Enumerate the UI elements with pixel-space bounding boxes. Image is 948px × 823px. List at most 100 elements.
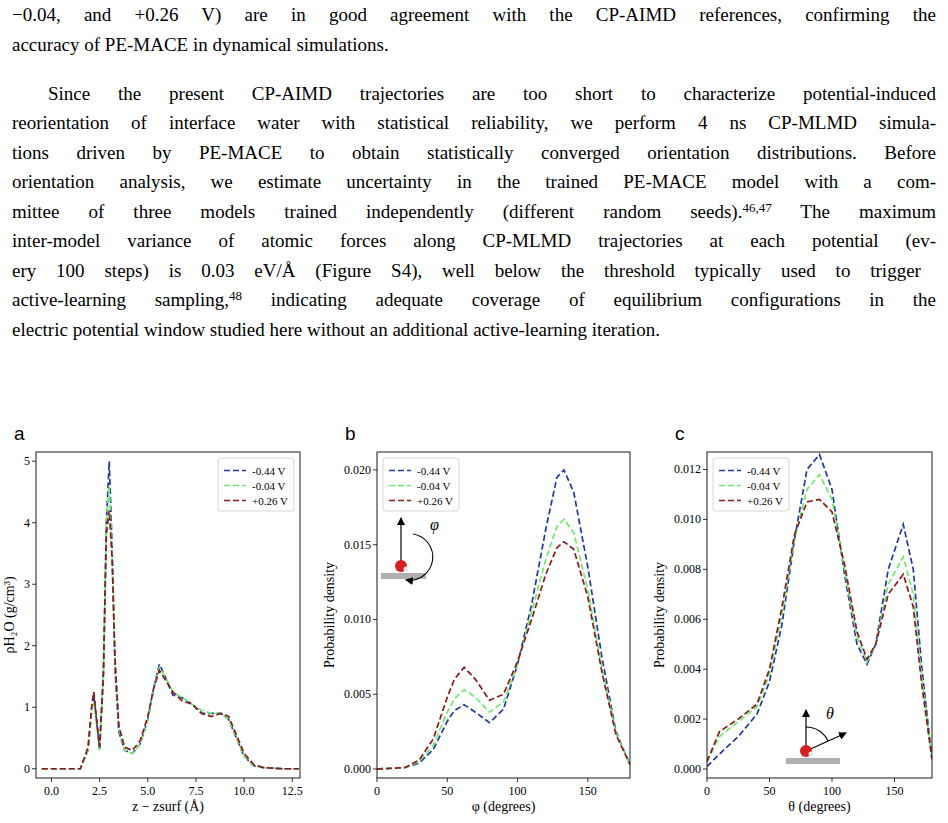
y-tick [32, 461, 36, 462]
arrow [805, 710, 806, 751]
angle-arc [806, 727, 828, 741]
y-tick-label: 1 [24, 700, 30, 714]
legend-swatch [389, 500, 411, 502]
y-tick-label: 0 [24, 762, 30, 776]
y-tick [373, 694, 377, 695]
series-line [707, 474, 932, 761]
y-tick-label: 5 [24, 454, 30, 468]
plot-area [377, 470, 630, 769]
line-content: orientation analysis, we estimate uncert… [12, 171, 936, 192]
y-tick [32, 768, 36, 769]
legend-label: -0.04 V [252, 480, 285, 492]
plot-area [707, 455, 932, 767]
text-line: reorientation of interface water with st… [12, 108, 936, 138]
y-tick-label: 0.004 [674, 662, 701, 676]
x-axis-label: φ (degrees) [472, 799, 536, 815]
x-tick-label: 150 [886, 784, 904, 798]
line-content: Since the present CP-AIMD trajectories a… [48, 83, 936, 104]
text-run: ery 100 steps) is 0.03 eV/Å (Figure S4),… [12, 260, 921, 281]
text-run: mittee of three models trained independe… [12, 201, 742, 222]
y-tick [703, 619, 707, 620]
line-content: −0.04, and +0.26 V) are in good agreemen… [12, 4, 936, 25]
text-run: Since the present CP-AIMD trajectories a… [48, 83, 936, 104]
y-tick [703, 469, 707, 470]
legend-box [218, 458, 294, 511]
text-run: orientation analysis, we estimate uncert… [12, 171, 936, 192]
panel-letter: a [14, 423, 25, 444]
x-tick-label: 50 [441, 784, 453, 798]
x-tick [292, 778, 293, 782]
x-tick-label: 0.0 [44, 784, 59, 798]
legend-label: +0.26 V [417, 495, 453, 507]
x-tick [51, 778, 52, 782]
x-tick [244, 778, 245, 782]
y-tick [703, 519, 707, 520]
series-line [377, 542, 630, 769]
y-tick-label: 0.005 [344, 687, 371, 701]
x-axis-label: θ (degrees) [788, 799, 851, 815]
panel: b0501001500.0000.0050.0100.0150.020φ (de… [322, 423, 630, 815]
y-tick-label: 0.002 [674, 712, 701, 726]
legend-swatch [224, 470, 246, 472]
line-content: tions driven by PE-MACE to obtain statis… [12, 142, 936, 163]
x-tick-label: 10.0 [234, 784, 255, 798]
text-run: electric potential window studied here w… [12, 319, 660, 340]
y-tick-label: 3 [24, 577, 30, 591]
y-tick-label: 0.015 [344, 538, 371, 552]
series-line [377, 470, 630, 769]
y-tick [703, 719, 707, 720]
y-tick [373, 469, 377, 470]
legend-swatch [389, 485, 411, 487]
arrow [806, 733, 846, 751]
text-run: inter-model variance of atomic forces al… [12, 230, 936, 251]
line-content: active-learning sampling,48 indicating a… [12, 289, 936, 310]
text-line: Since the present CP-AIMD trajectories a… [48, 79, 936, 109]
legend-label: -0.44 V [747, 465, 780, 477]
x-tick [587, 778, 588, 782]
y-axis-label: Probability density [322, 562, 337, 668]
text-run: −0.04, and +0.26 V) are in good agreemen… [12, 4, 936, 25]
series-line [42, 510, 299, 768]
y-tick-label: 0.012 [674, 462, 701, 476]
legend-label: -0.44 V [252, 465, 285, 477]
text-run: accuracy of PE-MACE in dynamical simulat… [12, 34, 389, 55]
citation: 46,47 [742, 200, 771, 215]
x-tick [894, 778, 895, 782]
inset-label: θ [826, 705, 834, 722]
y-tick-label: 0.000 [674, 762, 701, 776]
x-tick [99, 778, 100, 782]
inset: φ [381, 516, 439, 580]
y-tick-label: 0.006 [674, 612, 701, 626]
text-run: active-learning sampling, [12, 289, 229, 310]
angle-arc [406, 534, 433, 580]
text-run: tions driven by PE-MACE to obtain statis… [12, 142, 936, 163]
text-run: indicating adequate coverage of equilibr… [242, 289, 936, 310]
x-tick [447, 778, 448, 782]
y-tick [32, 707, 36, 708]
series-line [377, 519, 630, 769]
line-content: reorientation of interface water with st… [12, 112, 936, 133]
series-line [707, 499, 932, 761]
legend-label: -0.44 V [417, 465, 450, 477]
inset: θ [786, 705, 846, 764]
x-tick [832, 778, 833, 782]
y-tick [703, 769, 707, 770]
series-line [42, 486, 299, 769]
y-tick-label: 0.008 [674, 562, 701, 576]
x-tick-label: 100 [509, 784, 527, 798]
text-line: active-learning sampling,48 indicating a… [12, 285, 936, 315]
legend-swatch [389, 470, 411, 472]
panel-letter: c [675, 423, 685, 444]
legend: -0.44 V-0.04 V+0.26 V [713, 458, 789, 511]
inset-label: φ [430, 516, 439, 534]
x-tick-label: 0 [374, 784, 380, 798]
line-content: inter-model variance of atomic forces al… [12, 230, 936, 251]
legend-swatch [719, 500, 741, 502]
legend-label: +0.26 V [747, 495, 783, 507]
text-line: −0.04, and +0.26 V) are in good agreemen… [12, 0, 936, 30]
legend: -0.44 V-0.04 V+0.26 V [218, 458, 294, 511]
text-line: mittee of three models trained independe… [12, 197, 936, 227]
line-content: accuracy of PE-MACE in dynamical simulat… [12, 34, 389, 55]
x-tick [769, 778, 770, 782]
x-tick-label: 150 [579, 784, 597, 798]
